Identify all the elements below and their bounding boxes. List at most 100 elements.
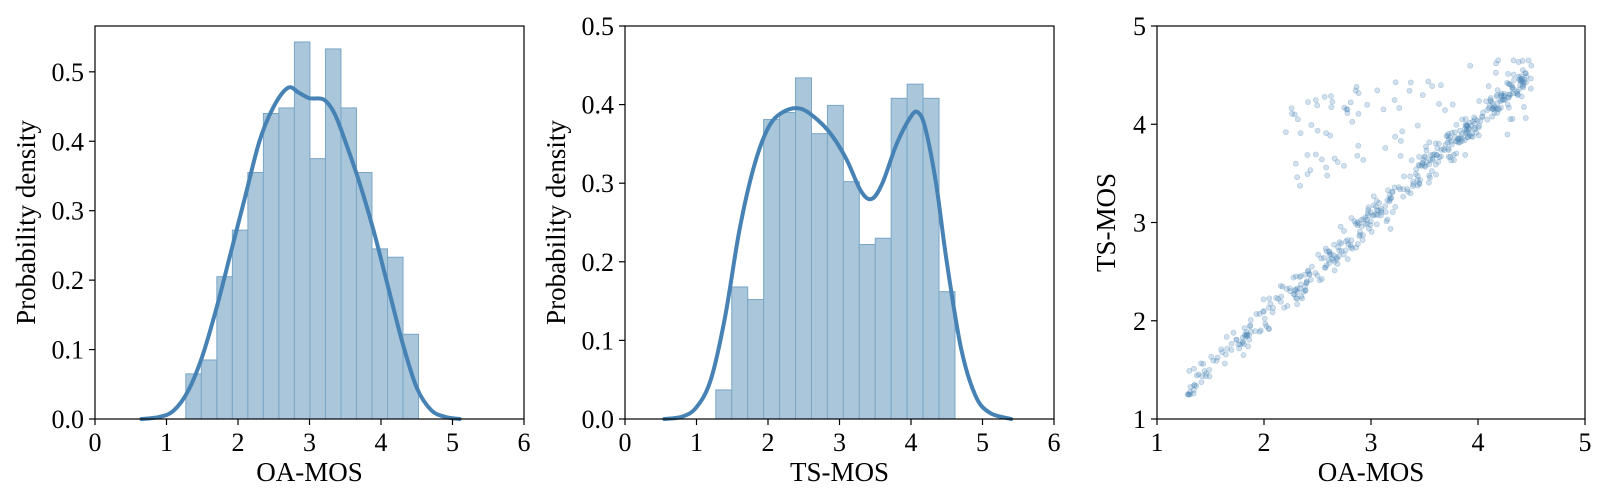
scatter-point (1505, 81, 1512, 87)
scatter-point (1314, 127, 1321, 134)
y-ticks: 1 2 3 4 5 (1133, 12, 1157, 434)
scatter-point (1423, 147, 1430, 154)
scatter-point (1320, 254, 1327, 261)
scatter-point (1281, 304, 1288, 311)
scatter-point (1315, 251, 1322, 258)
scatter-point (1214, 354, 1221, 361)
scatter-point (1453, 150, 1460, 157)
scatter-point (1427, 152, 1434, 159)
scatter-point (1326, 248, 1333, 255)
scatter-point (1400, 186, 1407, 193)
histogram-bar (231, 229, 249, 420)
x-tick-label: 2 (1258, 428, 1271, 457)
histogram-bar (715, 389, 733, 420)
scatter-point (1448, 129, 1455, 136)
scatter-point (1490, 106, 1497, 112)
scatter-point (1465, 126, 1472, 132)
scatter-point (1354, 152, 1361, 159)
scatter-point (1302, 271, 1308, 278)
scatter-point (1348, 237, 1355, 244)
scatter-point (1480, 109, 1486, 116)
scatter-point (1345, 241, 1352, 248)
scatter-point (1476, 122, 1483, 129)
scatter-point (1466, 132, 1473, 139)
scatter-point (1260, 308, 1267, 315)
scatter-point (1324, 172, 1331, 179)
scatter-point (1428, 168, 1435, 175)
scatter-point (1294, 295, 1300, 302)
y-tick-label: 0.2 (582, 248, 615, 277)
scatter-point (1362, 221, 1369, 227)
scatter-point (1445, 145, 1452, 152)
scatter-point (1457, 133, 1464, 140)
scatter-point (1326, 260, 1333, 266)
scatter-point (1498, 92, 1504, 99)
x-tick-label: 1 (160, 428, 173, 457)
scatter-point (1296, 274, 1303, 280)
scatter-point (1397, 152, 1404, 159)
scatter-point (1360, 232, 1366, 239)
scatter-point (1364, 101, 1371, 108)
scatter-point (1292, 286, 1299, 293)
histogram-bar (858, 244, 876, 420)
scatter-point (1462, 116, 1469, 122)
scatter-point (1184, 391, 1191, 398)
scatter-point (1476, 98, 1483, 104)
scatter-point (1240, 338, 1246, 345)
scatter-point (1262, 320, 1269, 327)
scatter-point (1195, 371, 1202, 378)
scatter-point (1490, 105, 1497, 112)
scatter-point (1224, 345, 1231, 352)
scatter-point (1187, 391, 1193, 398)
scatter-point (1438, 153, 1444, 160)
scatter-point (1304, 267, 1311, 274)
scatter-point (1495, 57, 1502, 64)
scatter-point (1493, 105, 1500, 112)
scatter-point (1257, 327, 1264, 334)
scatter-point (1416, 180, 1422, 186)
scatter-point (1517, 78, 1524, 85)
scatter-point (1506, 81, 1513, 88)
scatter-point (1241, 325, 1248, 332)
scatter-point (1341, 162, 1347, 169)
scatter-point (1289, 110, 1295, 117)
x-tick-label: 2 (232, 428, 245, 457)
scatter-point (1282, 129, 1289, 136)
scatter-point (1326, 251, 1333, 258)
scatter-point (1414, 122, 1421, 129)
scatter-point (1312, 151, 1319, 158)
scatter-point (1323, 262, 1330, 269)
scatter-point (1337, 223, 1344, 230)
scatter-point (1223, 334, 1230, 340)
histogram-bar (747, 299, 765, 420)
x-tick-label: 5 (976, 428, 989, 457)
scatter-point (1389, 189, 1396, 195)
x-tick-label: 4 (375, 428, 388, 457)
scatter-point (1494, 110, 1501, 116)
scatter-point (1410, 181, 1417, 188)
scatter-point (1348, 215, 1355, 221)
scatter-point (1243, 329, 1250, 335)
scatter-point (1459, 116, 1466, 123)
scatter-point (1452, 134, 1459, 141)
scatter-point (1444, 132, 1451, 139)
scatter-point (1416, 162, 1423, 169)
scatter-point (1427, 174, 1433, 181)
scatter-point (1328, 251, 1334, 258)
scatter-point (1269, 309, 1276, 316)
scatter-point (1484, 116, 1491, 123)
scatter-point (1335, 253, 1342, 260)
x-tick-label: 0 (89, 428, 102, 457)
scatter-point (1373, 203, 1379, 210)
histogram-bar (200, 359, 218, 420)
scatter-point (1436, 154, 1443, 161)
scatter-point (1426, 179, 1432, 186)
scatter-point (1468, 122, 1475, 129)
scatter-point (1506, 104, 1512, 111)
scatter-point (1202, 373, 1209, 380)
scatter-point (1504, 131, 1511, 138)
scatter-point (1261, 315, 1268, 322)
scatter-point (1287, 288, 1294, 295)
scatter-point (1344, 110, 1351, 116)
scatter-point (1473, 129, 1480, 136)
